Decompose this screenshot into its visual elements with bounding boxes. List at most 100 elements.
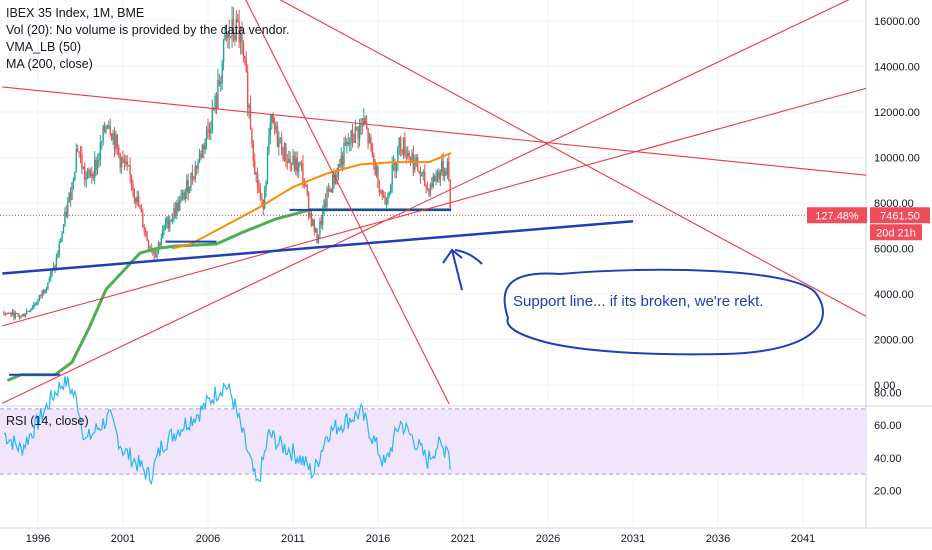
candle-body: [429, 184, 432, 195]
candle-body: [424, 172, 426, 187]
candle-body: [127, 164, 130, 166]
candle-body: [129, 165, 131, 175]
candle-body: [144, 230, 147, 233]
candle-body: [351, 130, 354, 141]
candle-body: [200, 153, 202, 159]
candle-body: [218, 80, 221, 84]
candle-body: [292, 155, 294, 164]
candle-body: [339, 164, 341, 167]
candle-body: [146, 232, 148, 241]
candle-body: [329, 189, 331, 192]
time-tick-label: 2021: [451, 533, 475, 545]
candle-body: [84, 166, 86, 180]
support-line: [2, 219, 634, 275]
candle-body: [130, 174, 133, 185]
candle-body: [136, 196, 138, 203]
trendline: [2, 87, 866, 327]
candle-body: [388, 192, 391, 197]
candle-body: [91, 174, 93, 176]
candle-body: [370, 136, 372, 145]
candle-body: [105, 127, 107, 132]
candle-body: [404, 137, 406, 156]
candle-body: [174, 207, 177, 216]
candle-body: [449, 180, 451, 209]
rsi-band: [0, 408, 866, 475]
candle-body: [195, 165, 198, 169]
candle-body: [278, 139, 280, 148]
candle-body: [67, 201, 69, 217]
candle-body: [122, 158, 124, 160]
candle-body: [152, 250, 154, 252]
candle-body: [428, 188, 430, 195]
candle-body: [266, 152, 269, 182]
time-tick-label: 2036: [706, 533, 730, 545]
price-axis[interactable]: 0.00 2000.00 4000.00 6000.00 8000.00 10000.00…: [26, 16, 930, 545]
candle-body: [58, 242, 60, 255]
candle-body: [212, 109, 215, 111]
candle-body: [252, 143, 255, 162]
candle-body: [203, 145, 205, 150]
candle-body: [265, 181, 267, 192]
price-tick-label: 6000.00: [874, 244, 914, 256]
candle-body: [306, 185, 308, 193]
candle-body: [375, 166, 378, 175]
candle-body: [408, 152, 410, 157]
candle-body: [217, 80, 219, 109]
candle-body: [37, 299, 39, 305]
candle-body: [416, 157, 419, 171]
candle-body: [399, 137, 402, 150]
candle-body: [367, 128, 369, 144]
candle-body: [69, 192, 72, 201]
candle-body: [312, 219, 314, 227]
candle-body: [360, 123, 362, 126]
candle-body: [21, 314, 24, 317]
candle-body: [316, 228, 318, 243]
candle-body: [394, 162, 396, 172]
candle-body: [95, 159, 97, 171]
candle-body: [208, 129, 211, 134]
candle-body: [407, 152, 409, 157]
legend-title: IBEX 35 Index, 1M, BME: [6, 6, 145, 20]
candle-body: [210, 130, 212, 134]
candle-body: [330, 189, 332, 193]
candle-body: [215, 95, 218, 109]
candle-body: [256, 173, 259, 187]
candle-body: [273, 122, 276, 130]
candle-body: [197, 161, 199, 169]
candle-body: [76, 149, 79, 152]
candle-body: [263, 191, 266, 209]
candle-body: [401, 149, 403, 154]
candle-body: [40, 295, 42, 297]
candle-body: [241, 34, 243, 44]
candle-body: [25, 311, 28, 315]
time-tick-label: 2031: [621, 533, 645, 545]
candle-body: [248, 105, 250, 108]
legend-volume: Vol (20): No volume is provided by the d…: [6, 23, 290, 37]
candle-body: [235, 18, 238, 40]
annotation-arrow: [442, 248, 483, 291]
candle-body: [110, 134, 113, 141]
candle-body: [297, 162, 300, 172]
candle-body: [302, 163, 304, 183]
candle-body: [448, 161, 450, 181]
candle-body: [245, 59, 247, 72]
candle-body: [390, 185, 392, 193]
candle-body: [101, 141, 103, 143]
candle-body: [438, 171, 440, 180]
candle-body: [409, 156, 412, 160]
candle-body: [305, 185, 307, 187]
candle-body: [300, 162, 303, 164]
candle-body: [431, 184, 433, 187]
candle-body: [251, 129, 253, 144]
annotation-text: Support line... if its broken, we're rek…: [513, 293, 763, 310]
candle-body: [261, 197, 263, 200]
candle-body: [98, 159, 100, 161]
candle-body: [239, 34, 242, 42]
candle-body: [109, 125, 111, 135]
candle-body: [368, 136, 371, 144]
candle-body: [378, 187, 381, 193]
candle-body: [7, 313, 9, 315]
candle-body: [31, 307, 34, 309]
candle-body: [354, 127, 357, 143]
